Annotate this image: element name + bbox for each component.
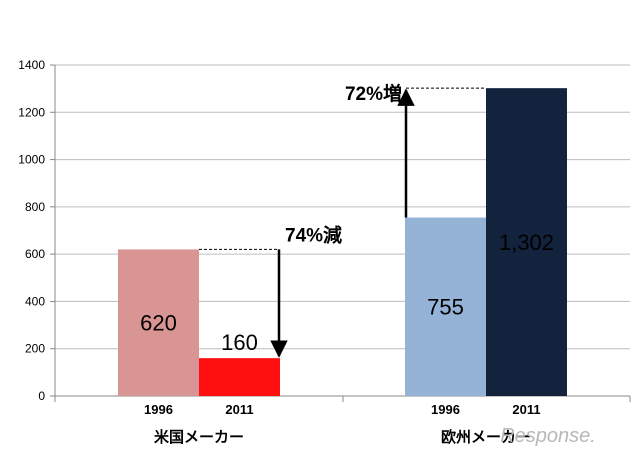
bar-value-label: 755	[427, 295, 464, 320]
bar	[486, 88, 567, 397]
annotation-label: 72%増	[345, 82, 402, 105]
x-axis-labels: 1996 2011 米国メーカー 1996 2011 欧州メーカー	[144, 402, 541, 446]
bar	[199, 358, 280, 396]
bar-value-label: 160	[221, 330, 258, 355]
x-category-label: 2011	[512, 402, 540, 417]
y-tick-label: 1400	[18, 58, 45, 72]
x-category-label: 2011	[225, 402, 253, 417]
y-tick-label: 600	[25, 247, 45, 261]
x-group-label: 米国メーカー	[154, 428, 244, 446]
bars: 620 160 755 1,302	[118, 88, 567, 397]
x-category-label: 1996	[431, 402, 460, 417]
annotations: 74%減 72%増	[199, 82, 486, 358]
x-category-label: 1996	[144, 402, 173, 417]
y-tick-label: 800	[25, 200, 45, 214]
y-tick-label: 400	[25, 294, 45, 308]
x-group-label: 欧州メーカー	[441, 428, 531, 446]
y-tick-label: 200	[25, 342, 45, 356]
bar-value-label: 1,302	[499, 230, 554, 255]
y-tick-label: 1000	[18, 153, 45, 167]
y-tick-label: 1200	[18, 105, 45, 119]
bar-value-label: 620	[140, 311, 177, 336]
watermark: Response.	[500, 425, 596, 447]
bar	[118, 249, 199, 396]
bar	[405, 217, 486, 396]
annotation-label: 74%減	[285, 223, 342, 246]
y-axis-ticks: 0 200 400 600 800 1000 1200 1400	[18, 58, 631, 403]
y-tick-label: 0	[38, 389, 45, 403]
